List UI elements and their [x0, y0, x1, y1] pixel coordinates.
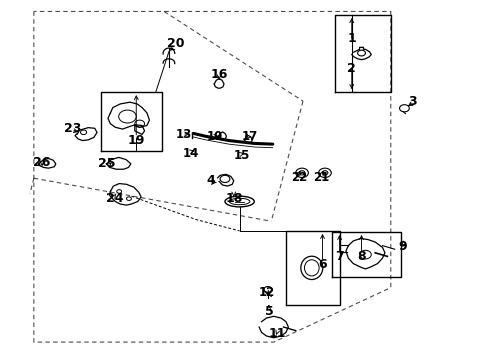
Circle shape [357, 50, 365, 56]
Circle shape [299, 171, 305, 175]
Text: 22: 22 [290, 171, 306, 184]
Ellipse shape [224, 196, 254, 207]
Text: 13: 13 [175, 127, 191, 141]
Text: 8: 8 [356, 249, 365, 262]
Text: 14: 14 [183, 147, 199, 159]
Text: 26: 26 [33, 156, 51, 169]
Circle shape [81, 130, 86, 135]
Text: 18: 18 [224, 192, 242, 205]
Text: 9: 9 [398, 240, 407, 253]
Text: 12: 12 [258, 287, 274, 300]
Text: 10: 10 [207, 130, 223, 144]
Text: 6: 6 [318, 258, 326, 271]
Text: 16: 16 [210, 68, 227, 81]
Text: 23: 23 [64, 122, 81, 135]
Circle shape [318, 168, 330, 177]
Text: 21: 21 [313, 171, 329, 184]
Text: 3: 3 [407, 95, 416, 108]
Circle shape [264, 287, 271, 292]
Circle shape [295, 168, 308, 177]
Text: 4: 4 [205, 174, 214, 186]
Circle shape [399, 105, 408, 112]
Text: 1: 1 [346, 32, 355, 45]
Text: 17: 17 [241, 130, 257, 144]
Text: 20: 20 [166, 37, 183, 50]
Circle shape [322, 171, 327, 175]
Ellipse shape [300, 256, 322, 279]
Text: 11: 11 [268, 327, 286, 340]
Text: 5: 5 [264, 306, 273, 319]
Text: 24: 24 [105, 192, 123, 205]
Text: 19: 19 [127, 134, 144, 147]
Text: 7: 7 [334, 249, 343, 262]
Text: 2: 2 [346, 62, 355, 75]
Circle shape [220, 175, 229, 183]
Text: 25: 25 [98, 157, 116, 170]
Circle shape [126, 197, 131, 201]
Circle shape [359, 250, 370, 259]
Text: 15: 15 [233, 149, 250, 162]
Circle shape [117, 190, 122, 193]
